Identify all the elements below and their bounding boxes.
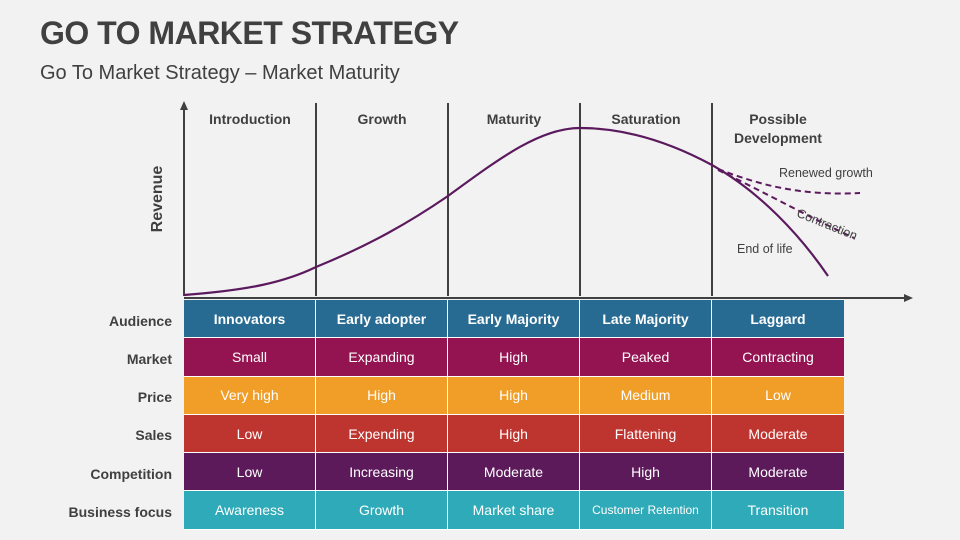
table-cell: Market share	[448, 491, 580, 530]
table-cell: Increasing	[316, 453, 448, 492]
table-cell: High	[448, 414, 580, 454]
table-cell: Medium	[580, 376, 712, 415]
table-cell: Growth	[316, 491, 448, 530]
phase-growth: Growth	[357, 111, 407, 127]
table-cell: Expending	[316, 414, 448, 454]
table-cell: Peaked	[580, 338, 712, 377]
table-cell: Contracting	[712, 338, 844, 377]
table-cell: Early adopter	[316, 300, 448, 339]
maturity-table: Innovators Early adopter Early Majority …	[184, 300, 844, 530]
table-cell: High	[448, 338, 580, 377]
table-cell: Early Majority	[448, 300, 580, 339]
table-cell: Customer Retention	[580, 491, 712, 530]
table-cell: Innovators	[184, 300, 316, 339]
table-cell: Moderate	[448, 453, 580, 492]
table-cell: High	[448, 376, 580, 415]
phase-saturation: Saturation	[611, 111, 681, 127]
annotation-renewed-growth: Renewed growth	[779, 166, 873, 180]
table-cell: Very high	[184, 376, 316, 415]
table-row-competition: Low Increasing Moderate High Moderate	[184, 453, 844, 492]
row-label-market: Market	[126, 351, 172, 367]
phase-possible-development: Possible Development	[734, 111, 822, 146]
row-label-competition: Competition	[90, 466, 172, 482]
table-cell: Transition	[712, 491, 844, 530]
y-axis-label: Revenue	[149, 165, 166, 233]
table-row-business-focus: Awareness Growth Market share Customer R…	[184, 491, 844, 530]
table-cell: High	[316, 376, 448, 415]
table-cell: High	[580, 453, 712, 492]
annotation-end-of-life: End of life	[737, 242, 793, 256]
table-cell: Small	[184, 338, 316, 377]
row-label-business-focus: Business focus	[68, 504, 172, 520]
table-cell: Laggard	[712, 300, 844, 339]
table-cell: Late Majority	[580, 300, 712, 339]
table-cell: Low	[184, 453, 316, 492]
phase-introduction: Introduction	[209, 111, 291, 127]
row-label-sales: Sales	[135, 427, 172, 443]
table-cell: Awareness	[184, 491, 316, 530]
table-row-market: Small Expanding High Peaked Contracting	[184, 338, 844, 377]
table-cell: Low	[184, 414, 316, 454]
table-cell: Expanding	[316, 338, 448, 377]
table-cell: Low	[712, 377, 844, 415]
page-subtitle: Go To Market Strategy – Market Maturity	[40, 62, 400, 84]
table-cell: Flattening	[580, 414, 712, 454]
table-cell: Moderate	[712, 453, 844, 492]
table-row-sales: Low Expending High Flattening Moderate	[184, 414, 844, 454]
row-label-price: Price	[137, 389, 172, 405]
page-title: GO TO MARKET STRATEGY	[40, 15, 459, 51]
row-label-audience: Audience	[108, 313, 172, 329]
table-cell: Moderate	[712, 415, 844, 454]
phase-maturity: Maturity	[486, 111, 542, 127]
table-row-price: Very high High High Medium Low	[184, 376, 844, 415]
table-row-audience: Innovators Early adopter Early Majority …	[184, 300, 844, 339]
